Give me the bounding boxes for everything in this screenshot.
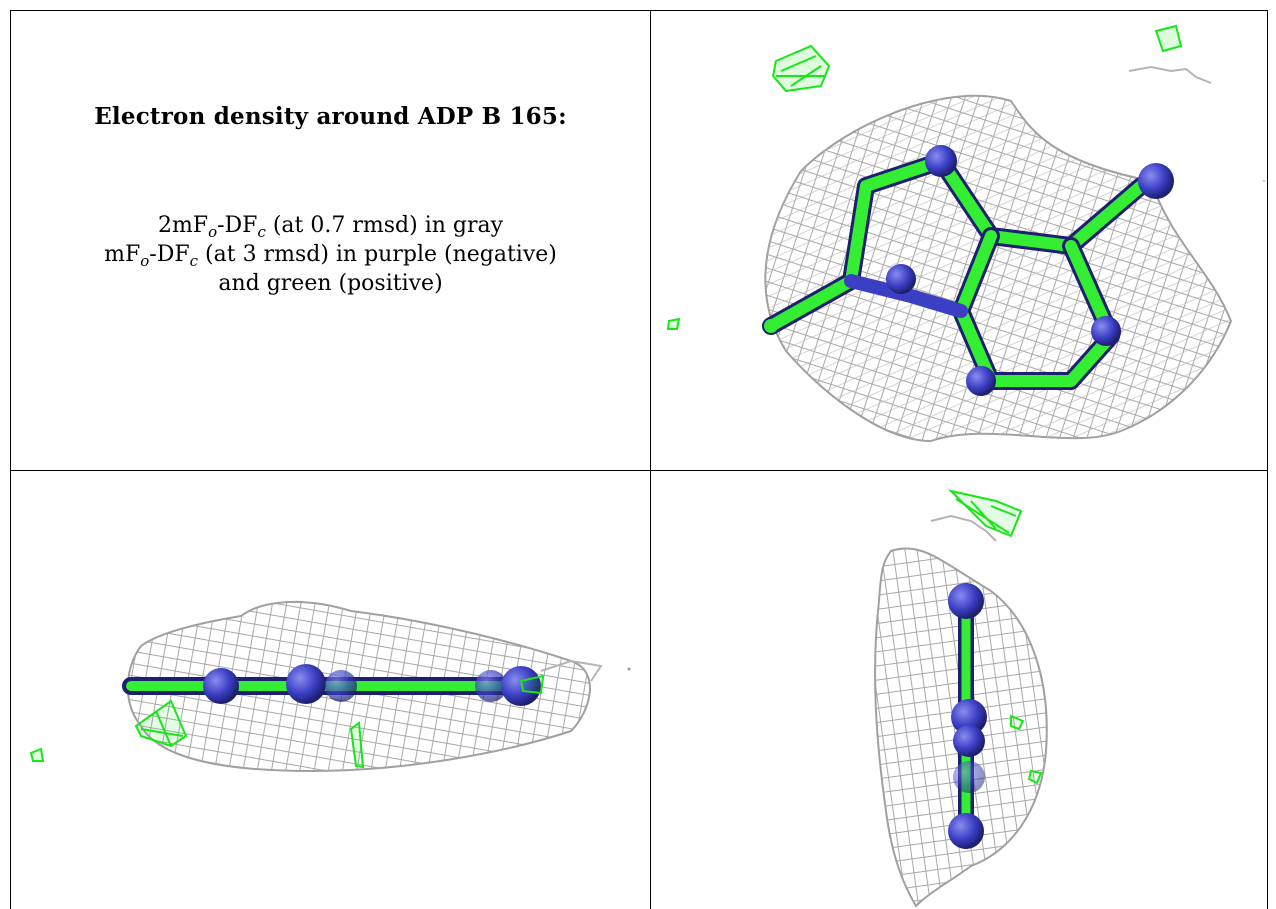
density-image-face-on [666,24,1265,443]
positive-density-blobs-face-on [666,24,1183,330]
density-image-edge-horizontal [29,601,631,773]
caption-cell: Electron density around ADP B 165: 2mFo-… [11,11,650,470]
legend-line-1: 2mFo-DFc (at 0.7 rmsd) in gray [157,213,504,241]
table-divider-vertical [650,10,651,909]
density-panel-edge-horizontal [11,471,650,909]
positive-density-blobs-edge-horizontal [29,674,545,769]
figure-title: Electron density around ADP B 165: [94,103,567,130]
legend-text: 2mFo-DFc (at 0.7 rmsd) in gray mFo-DFc (… [11,211,650,298]
density-panel-face-on [651,11,1267,470]
legend-line-2: mFo-DFc (at 3 rmsd) in purple (negative) [104,242,557,270]
figure-table [10,10,1268,909]
density-panel-edge-vertical [651,471,1267,909]
density-image-edge-vertical [874,489,1048,908]
nitrogen-atoms-edge-vertical [948,583,987,849]
legend-line-3: and green (positive) [218,271,443,296]
table-divider-horizontal [10,470,1268,471]
nitrogen-atoms-face-on [886,145,1174,396]
positive-density-blobs-edge-vertical [947,489,1043,785]
